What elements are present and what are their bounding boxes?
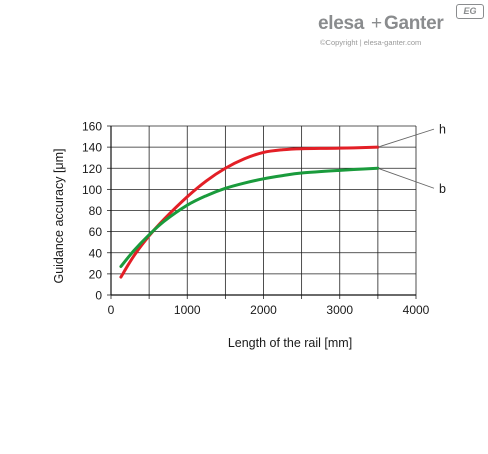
- series-label-b: b: [439, 182, 446, 196]
- y-tick-label: 0: [95, 289, 102, 303]
- y-tick-label: 80: [89, 204, 103, 218]
- y-axis-label: Guidance accuracy [μm]: [52, 148, 66, 283]
- leader-line-h: [377, 128, 435, 148]
- copyright-text: ©Copyright | elesa-ganter.com: [320, 38, 422, 47]
- logo-ganter-text: Ganter: [384, 13, 444, 34]
- series-labels: hb: [377, 123, 446, 196]
- x-tick-label: 2000: [250, 303, 277, 317]
- y-tick-label: 140: [82, 141, 102, 155]
- x-axis-label: Length of the rail [mm]: [228, 336, 352, 350]
- series-lines: [119, 145, 380, 279]
- axes: [107, 125, 417, 299]
- eg-badge-icon: EG: [456, 4, 484, 19]
- x-tick-label: 3000: [326, 303, 353, 317]
- x-tick-label: 1000: [174, 303, 201, 317]
- y-tick-label: 120: [82, 162, 102, 176]
- y-tick-label: 60: [89, 225, 103, 239]
- series-line-b: [119, 166, 380, 268]
- brand-logo: elesa + Ganter EG ©Copyright | elesa-gan…: [318, 4, 484, 48]
- leader-line-b: [377, 167, 435, 189]
- series-label-h: h: [439, 123, 446, 137]
- x-tick-label: 4000: [403, 303, 430, 317]
- y-tick-label: 160: [82, 120, 102, 134]
- series-line-h: [119, 145, 380, 279]
- y-tick-label: 20: [89, 267, 103, 281]
- logo-plus-sign: +: [371, 13, 382, 34]
- logo-elesa-text: elesa: [318, 13, 365, 34]
- y-tick-label: 40: [89, 246, 103, 260]
- x-tick-label: 0: [108, 303, 115, 317]
- tick-labels: 0 20 40 60 80 100 120 140 160 0 1000 2000 3000 4000: [82, 120, 430, 318]
- y-tick-label: 100: [82, 183, 102, 197]
